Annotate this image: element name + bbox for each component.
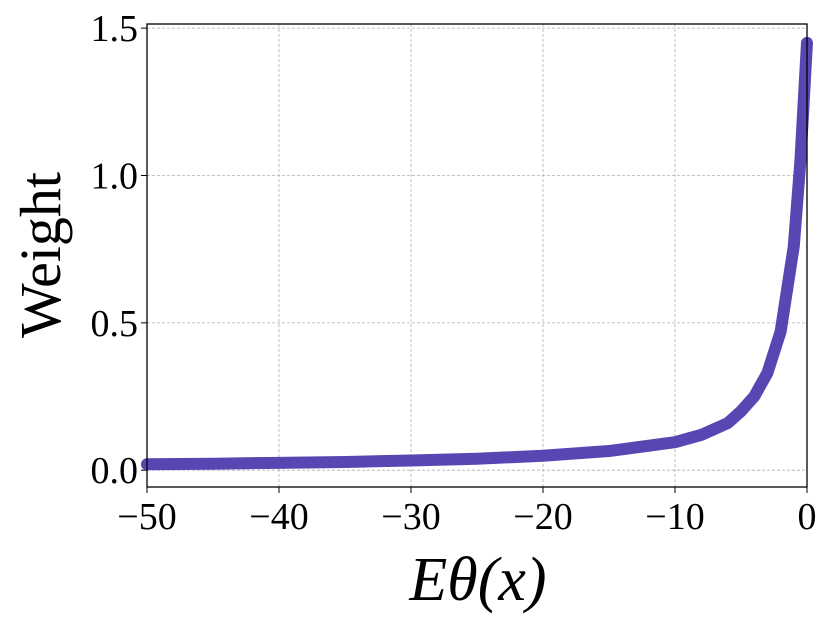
y-tick-label: 0.0 <box>91 450 139 492</box>
x-tick-label: −30 <box>381 496 440 538</box>
y-axis-label: Weight <box>8 172 73 338</box>
x-axis-label: Eθ(x) <box>408 546 546 614</box>
plot-frame <box>146 23 808 488</box>
x-tick-label: −10 <box>645 496 704 538</box>
x-tick-label: −20 <box>513 496 572 538</box>
x-tick-label: 0 <box>798 496 817 538</box>
x-tick-label: −40 <box>249 496 308 538</box>
y-tick-label: 1.5 <box>91 8 139 50</box>
data-line <box>141 36 813 471</box>
y-tick-label: 1.0 <box>91 155 139 197</box>
x-tick-label: −50 <box>117 496 176 538</box>
y-tick-label: 0.5 <box>91 303 139 345</box>
